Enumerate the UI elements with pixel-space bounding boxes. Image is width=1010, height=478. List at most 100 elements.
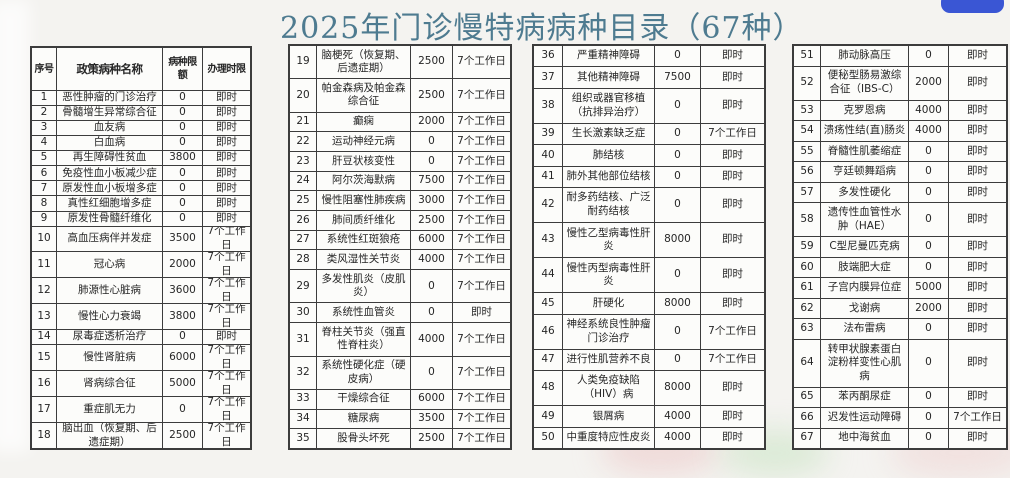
disease-limit: 0 — [908, 408, 948, 428]
table-row: 5 再生障碍性贫血 3800 即时 — [32, 150, 250, 166]
row-number: 6 — [40, 166, 48, 179]
row-number: 33 — [296, 392, 310, 405]
row-number: 50 — [541, 430, 555, 443]
row-number: 24 — [296, 174, 310, 187]
table-row: 7 原发性血小板增多症 0 即时 — [32, 180, 250, 196]
disease-limit: 2500 — [410, 429, 452, 448]
disease-name: 骨髓增生异常综合征 — [56, 106, 162, 121]
row-number: 1 — [40, 91, 48, 104]
processing-time: 7个工作日 — [948, 408, 1006, 428]
row-number: 46 — [541, 324, 555, 337]
row-number: 4 — [40, 136, 48, 149]
row-number: 22 — [296, 134, 310, 147]
photo-edge-highlight — [0, 0, 30, 452]
processing-time: 即时 — [700, 258, 764, 293]
row-number: 8 — [40, 196, 48, 209]
table-row: 19 脑梗死（恢复期、后遗症期） 2500 7个工作日 — [290, 46, 510, 79]
disease-name: 多发性肌炎（皮肌炎） — [316, 270, 410, 303]
disease-name: 癫痫 — [316, 112, 410, 132]
disease-name: 血友病 — [56, 121, 162, 136]
table-row: 17 重症肌无力 0 7个工作日 — [32, 396, 250, 423]
row-number: 31 — [296, 332, 310, 345]
table-row: 21 癫痫 2000 7个工作日 — [290, 111, 510, 132]
row-number: 38 — [541, 99, 555, 112]
processing-time: 即时 — [700, 166, 764, 188]
disease-limit: 4000 — [908, 100, 948, 121]
processing-time: 即时 — [948, 141, 1006, 162]
row-number: 41 — [541, 170, 555, 183]
disease-limit: 2000 — [162, 252, 202, 278]
table-row: 67 地中海贫血 0 即时 — [794, 427, 1006, 449]
processing-time: 即时 — [700, 67, 764, 88]
processing-time: 即时 — [948, 428, 1006, 449]
disease-limit: 0 — [654, 314, 700, 349]
disease-name: 其他精神障碍 — [562, 67, 654, 88]
row-number: 35 — [296, 431, 310, 444]
row-number: 19 — [296, 55, 310, 68]
table-row: 63 法布雷病 0 即时 — [794, 318, 1006, 339]
row-number: 20 — [296, 88, 310, 101]
processing-time: 7个工作日 — [700, 123, 764, 145]
disease-limit: 0 — [908, 319, 948, 339]
table-row: 6 免疫性血小板减少症 0 即时 — [32, 165, 250, 181]
corner-button[interactable] — [941, 0, 1004, 13]
disease-name: 原发性骨髓纤维化 — [56, 211, 162, 226]
disease-limit: 0 — [162, 211, 202, 226]
disease-name: 重症肌无力 — [56, 397, 162, 423]
row-number: 47 — [541, 353, 555, 366]
disease-limit: 0 — [162, 181, 202, 196]
disease-name: 转甲状腺素蛋白淀粉样变性心肌病 — [820, 339, 908, 387]
table-row: 13 慢性心力衰竭 3800 7个工作日 — [32, 303, 250, 330]
table-row: 51 肺动脉高压 0 即时 — [794, 46, 1006, 66]
processing-time: 即时 — [948, 237, 1006, 257]
row-number: 11 — [37, 258, 51, 271]
table-row: 29 多发性肌炎（皮肌炎） 0 7个工作日 — [290, 269, 510, 303]
disease-name: 克罗恩病 — [820, 100, 908, 121]
row-number: 54 — [800, 124, 814, 137]
processing-time: 即时 — [202, 330, 250, 345]
disease-limit: 0 — [654, 123, 700, 145]
disease-name: 类风湿性关节炎 — [316, 250, 410, 270]
row-number: 53 — [800, 103, 814, 116]
disease-limit: 2500 — [410, 79, 452, 112]
row-number: 18 — [37, 428, 51, 441]
processing-time: 即时 — [202, 196, 250, 211]
row-number: 65 — [800, 390, 814, 403]
disease-name: 脑梗死（恢复期、后遗症期） — [316, 46, 410, 79]
disease-limit: 0 — [410, 303, 452, 323]
disease-name: 肝硬化 — [562, 293, 654, 314]
disease-name: 子宫内膜异位症 — [820, 278, 908, 298]
table-row: 39 生长激素缺乏症 0 7个工作日 — [534, 122, 764, 145]
disease-name: 戈谢病 — [820, 298, 908, 319]
disease-limit: 2500 — [162, 423, 202, 448]
table-row: 60 肢端肥大症 0 即时 — [794, 256, 1006, 278]
disease-name: 慢性心力衰竭 — [56, 304, 162, 330]
table-row: 3 血友病 0 即时 — [32, 120, 250, 136]
row-number: 28 — [296, 252, 310, 265]
disease-limit: 3500 — [162, 226, 202, 252]
table-row: 30 系统性血管炎 0 即时 — [290, 302, 510, 323]
row-number: 5 — [40, 151, 48, 164]
row-number: 21 — [296, 115, 310, 128]
disease-limit: 0 — [908, 141, 948, 162]
disease-name: 慢性丙型病毒性肝炎 — [562, 258, 654, 293]
table-row: 38 组织或器官移植（抗排异治疗） 0 即时 — [534, 87, 764, 123]
disease-limit: 0 — [654, 145, 700, 166]
processing-time: 即时 — [700, 371, 764, 406]
processing-time: 即时 — [948, 278, 1006, 298]
table-row: 2 骨髓增生异常综合征 0 即时 — [32, 105, 250, 121]
table-row: 12 肺源性心脏病 3600 7个工作日 — [32, 277, 250, 304]
disease-limit: 0 — [162, 166, 202, 181]
row-number: 56 — [800, 165, 814, 178]
row-number: 60 — [800, 260, 814, 273]
disease-name: 肝豆状核变性 — [316, 152, 410, 171]
disease-name: 苯丙酮尿症 — [820, 387, 908, 408]
table-row: 40 肺结核 0 即时 — [534, 144, 764, 166]
disease-name: 溃疡性结(直)肠炎 — [820, 121, 908, 141]
disease-limit: 0 — [410, 356, 452, 389]
processing-time: 即时 — [700, 223, 764, 258]
disease-name: 银屑病 — [562, 406, 654, 427]
row-number: 36 — [541, 49, 555, 62]
processing-time: 7个工作日 — [700, 314, 764, 349]
processing-time: 即时 — [202, 151, 250, 166]
